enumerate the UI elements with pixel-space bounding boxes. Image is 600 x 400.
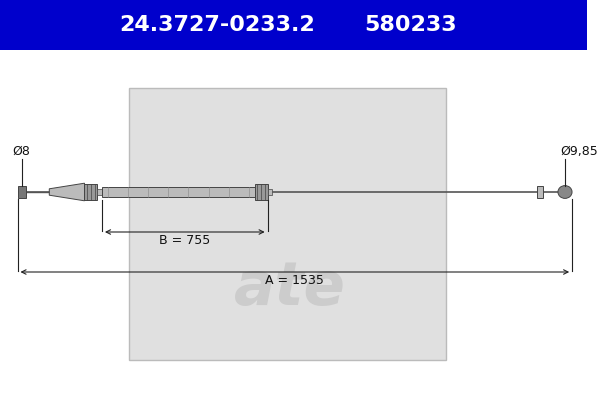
Text: Ø9,85: Ø9,85 <box>561 145 599 158</box>
Text: B = 755: B = 755 <box>159 234 211 247</box>
Bar <box>537 186 543 198</box>
Text: 580233: 580233 <box>364 15 457 35</box>
Bar <box>254 184 268 200</box>
Bar <box>268 189 272 195</box>
Bar <box>85 184 97 200</box>
Text: 24.3727-0233.2: 24.3727-0233.2 <box>119 15 315 35</box>
Bar <box>0 0 587 50</box>
Bar <box>102 187 254 197</box>
Text: Ø8: Ø8 <box>13 145 31 158</box>
Bar <box>129 88 446 360</box>
Text: ate: ate <box>235 258 346 318</box>
Bar <box>97 189 102 195</box>
Ellipse shape <box>558 186 572 198</box>
Text: A = 1535: A = 1535 <box>265 274 324 287</box>
Bar <box>17 186 26 198</box>
Polygon shape <box>49 183 85 201</box>
